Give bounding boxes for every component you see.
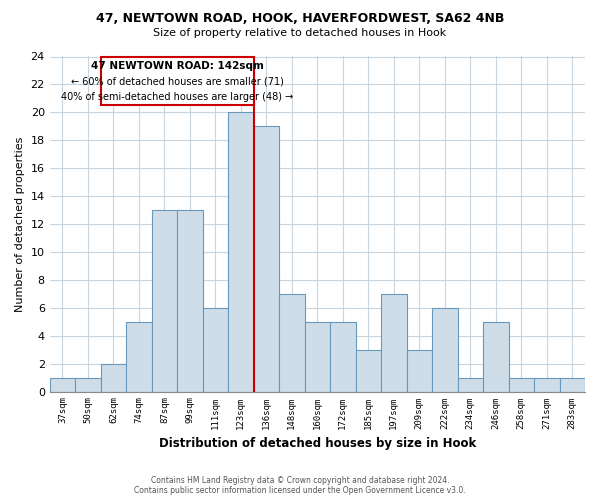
Bar (407, 350, 432, 392)
Bar (101, 364, 126, 392)
Text: Contains HM Land Registry data © Crown copyright and database right 2024.
Contai: Contains HM Land Registry data © Crown c… (134, 476, 466, 495)
Bar (126, 322, 152, 392)
Y-axis label: Number of detached properties: Number of detached properties (15, 136, 25, 312)
Text: 47, NEWTOWN ROAD, HOOK, HAVERFORDWEST, SA62 4NB: 47, NEWTOWN ROAD, HOOK, HAVERFORDWEST, S… (96, 12, 504, 26)
Text: ← 60% of detached houses are smaller (71): ← 60% of detached houses are smaller (71… (71, 76, 284, 86)
Bar (75, 378, 101, 392)
Bar (432, 308, 458, 392)
Text: Size of property relative to detached houses in Hook: Size of property relative to detached ho… (154, 28, 446, 38)
Bar (254, 126, 279, 392)
Bar (560, 378, 585, 392)
Bar (50, 378, 75, 392)
Bar (203, 308, 228, 392)
Bar (228, 112, 254, 392)
Bar (458, 378, 483, 392)
Bar (152, 210, 177, 392)
Text: 47 NEWTOWN ROAD: 142sqm: 47 NEWTOWN ROAD: 142sqm (91, 60, 263, 70)
Bar (509, 378, 534, 392)
X-axis label: Distribution of detached houses by size in Hook: Distribution of detached houses by size … (159, 437, 476, 450)
Text: 40% of semi-detached houses are larger (48) →: 40% of semi-detached houses are larger (… (61, 92, 293, 102)
Bar (356, 350, 381, 392)
Bar (381, 294, 407, 392)
Bar (534, 378, 560, 392)
Bar (279, 294, 305, 392)
Bar (177, 210, 203, 392)
FancyBboxPatch shape (101, 56, 254, 106)
Bar (330, 322, 356, 392)
Bar (483, 322, 509, 392)
Bar (305, 322, 330, 392)
